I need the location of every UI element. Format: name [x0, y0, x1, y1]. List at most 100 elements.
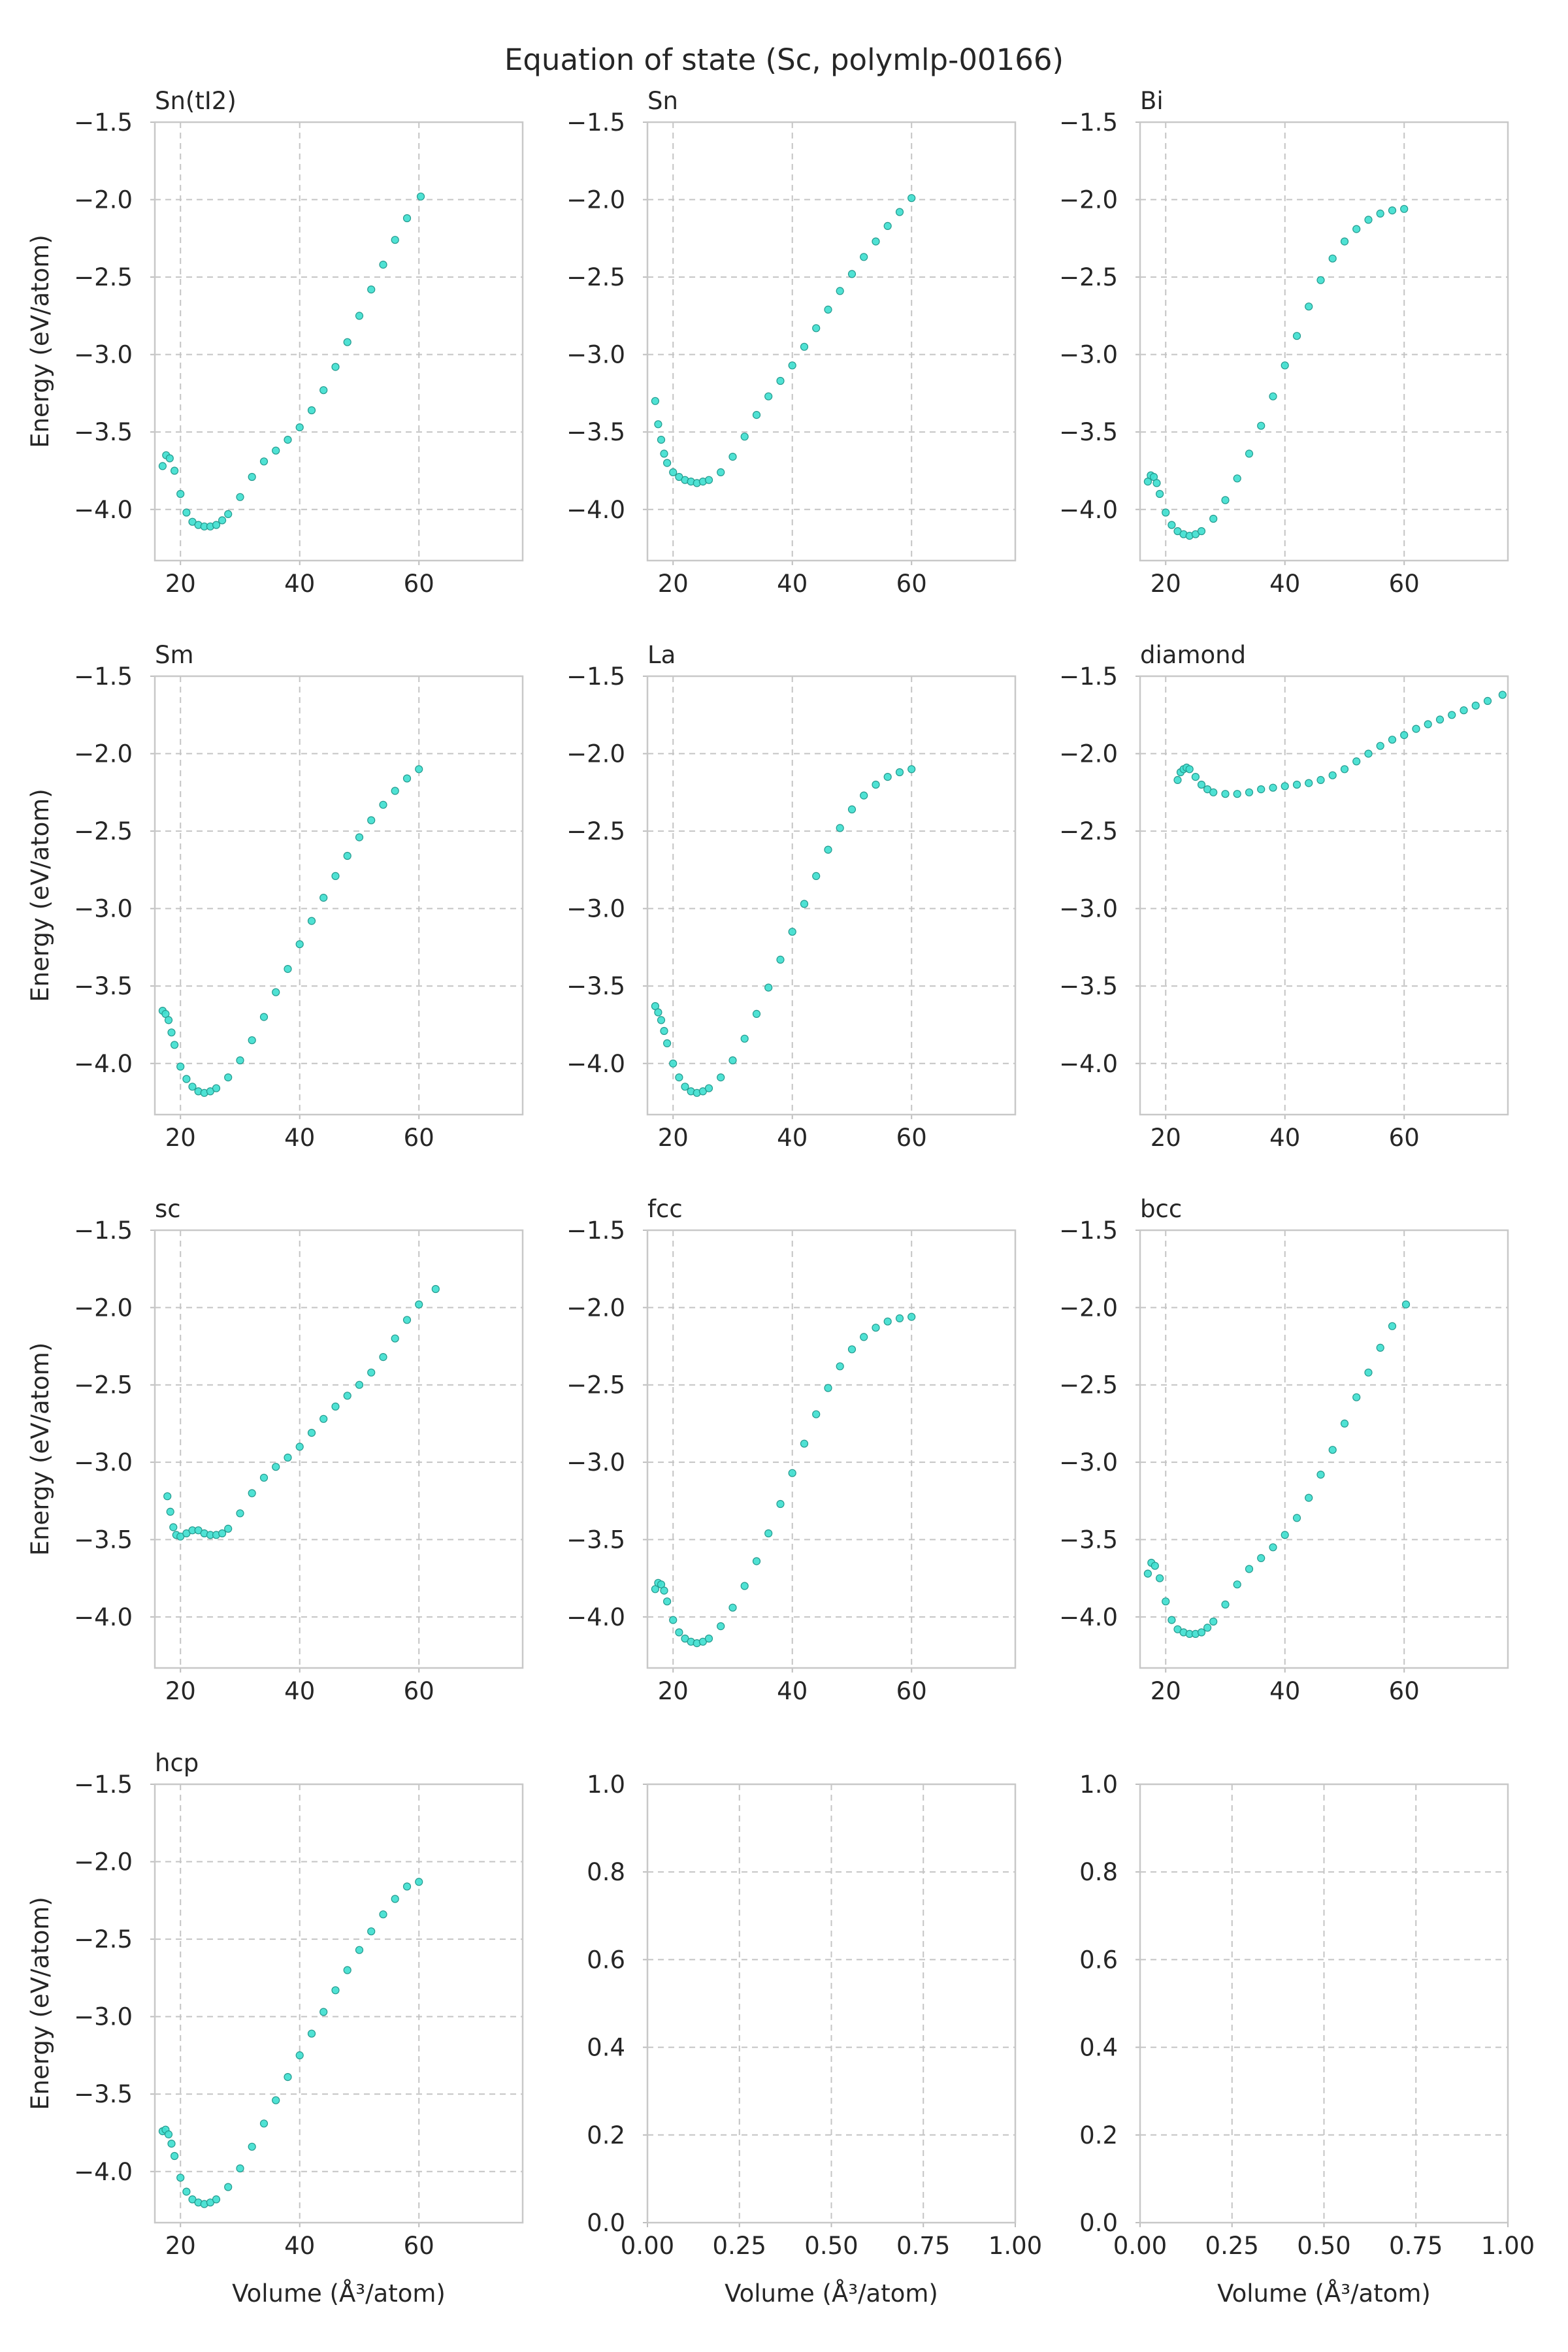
data-point — [1221, 790, 1230, 798]
y-axis-label: Energy (eV/atom) — [26, 235, 54, 448]
data-point — [236, 493, 244, 501]
data-point — [166, 1507, 174, 1516]
panel-3: 20 40 60 −1.5 −2.0 −2.5 −3.0 −3.5 −4.0 Bi — [1059, 87, 1509, 598]
data-point — [740, 1582, 749, 1590]
x-tick-label: 60 — [896, 1124, 927, 1152]
data-point — [669, 468, 678, 477]
data-point — [1483, 696, 1492, 706]
data-point — [1305, 1494, 1313, 1502]
data-point — [236, 2164, 244, 2173]
panel-1: 20 40 60 −1.5 −2.0 −2.5 −3.0 −3.5 −4.0 Sn(tI2) Ene… — [26, 87, 524, 598]
y-tick-label: −2.5 — [566, 1371, 625, 1399]
panel-8: 20 40 60 −1.5 −2.0 −2.5 −3.0 −3.5 −4.0 fcc — [566, 1195, 1017, 1705]
data-point — [248, 1489, 256, 1497]
x-tick-label: 60 — [404, 2232, 434, 2260]
y-tick-label: 0.2 — [587, 2121, 625, 2149]
y-tick-label: −4.0 — [566, 1050, 625, 1078]
data-series — [158, 192, 425, 531]
y-tick-label: −3.5 — [1059, 972, 1118, 1000]
y-tick-label: −3.0 — [74, 895, 133, 923]
y-tick-label: −1.5 — [566, 108, 625, 137]
data-point — [1269, 783, 1277, 792]
data-point — [1168, 521, 1176, 529]
data-point — [1233, 1580, 1241, 1589]
y-tick-label: 1.0 — [1079, 1771, 1118, 1799]
data-point — [1352, 1393, 1361, 1401]
data-point — [860, 791, 868, 800]
data-series — [1143, 1300, 1411, 1638]
data-point — [788, 1469, 796, 1477]
data-point — [1292, 780, 1301, 789]
data-series — [651, 194, 916, 487]
data-point — [1376, 742, 1384, 750]
data-point — [259, 1013, 269, 1021]
data-point — [164, 1016, 173, 1024]
data-point — [752, 1009, 761, 1019]
data-point — [883, 1317, 892, 1326]
y-tick-label: −1.5 — [1059, 1217, 1118, 1245]
data-point — [224, 510, 233, 519]
data-point — [259, 457, 269, 466]
panel-title: Sn(tI2) — [155, 87, 237, 115]
y-tick-label: 0.6 — [1079, 1946, 1118, 1974]
x-tick-label: 60 — [404, 1677, 434, 1705]
data-point — [662, 1039, 672, 1048]
data-point — [343, 1392, 351, 1400]
data-point — [212, 1084, 221, 1092]
data-point — [248, 2142, 256, 2151]
x-tick-label: 60 — [1389, 1124, 1420, 1152]
data-point — [402, 1882, 412, 1891]
data-point — [836, 287, 844, 295]
data-point — [402, 1316, 412, 1324]
y-tick-label: −1.5 — [1059, 108, 1118, 137]
data-point — [307, 406, 316, 415]
x-tick-label: 0.75 — [1389, 2232, 1443, 2260]
y-tick-label: −3.5 — [1059, 1526, 1118, 1554]
y-tick-label: 0.2 — [1079, 2121, 1118, 2149]
data-point — [331, 1986, 340, 1995]
panel-4: 20 40 60 −1.5 −2.0 −2.5 −3.0 −3.5 −4.0 Sm Energy (… — [26, 641, 524, 1152]
data-point — [295, 940, 304, 949]
data-point — [169, 1523, 178, 1531]
data-point — [1197, 780, 1206, 789]
x-tick-label: 60 — [896, 1677, 927, 1705]
y-tick-label: −2.0 — [566, 186, 625, 214]
panel-5: 20 40 60 −1.5 −2.0 −2.5 −3.0 −3.5 −4.0 La — [566, 641, 1017, 1152]
data-point — [259, 2119, 269, 2128]
data-point — [660, 1586, 668, 1595]
data-point — [171, 2151, 179, 2161]
x-tick-label: 40 — [284, 1124, 315, 1152]
data-point — [272, 446, 280, 455]
data-point — [176, 2174, 185, 2182]
data-point — [379, 1353, 387, 1362]
y-tick-label: −2.5 — [1059, 817, 1118, 845]
data-point — [660, 449, 668, 458]
y-tick-label: −2.0 — [566, 1294, 625, 1322]
data-point — [343, 338, 351, 346]
data-point — [402, 774, 412, 783]
y-tick-label: −3.5 — [74, 1526, 133, 1554]
data-point — [236, 1509, 244, 1518]
y-tick-label: −3.5 — [1059, 418, 1118, 446]
y-tick-label: −3.5 — [74, 418, 133, 446]
y-tick-label: −2.5 — [566, 817, 625, 845]
data-point — [657, 1016, 666, 1024]
data-point — [1233, 790, 1241, 798]
y-tick-label: −4.0 — [74, 1603, 133, 1631]
x-tick-label: 40 — [777, 1677, 808, 1705]
data-point — [752, 410, 761, 419]
data-point — [272, 1463, 280, 1471]
data-point — [1155, 1574, 1164, 1582]
y-tick-label: −3.5 — [74, 2080, 133, 2108]
axes-frame — [646, 1783, 1017, 2224]
data-point — [212, 2195, 221, 2204]
data-point — [847, 1345, 857, 1354]
y-tick-label: −4.0 — [1059, 1050, 1118, 1078]
data-point — [212, 521, 221, 529]
y-tick-label: −2.5 — [74, 1371, 133, 1399]
data-point — [1152, 479, 1161, 487]
y-tick-label: −2.5 — [566, 263, 625, 291]
data-point — [176, 489, 185, 498]
y-tick-label: −3.0 — [74, 341, 133, 369]
